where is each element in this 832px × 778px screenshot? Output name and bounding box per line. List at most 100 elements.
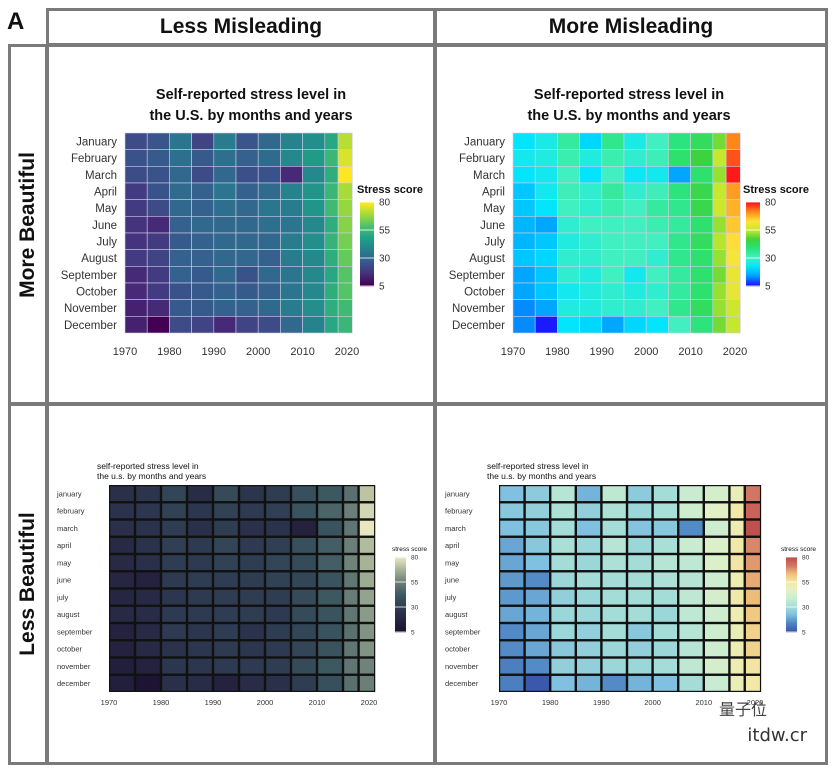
heatmap-cell <box>602 675 626 691</box>
heatmap-cell <box>257 132 281 150</box>
heatmap-cell <box>337 182 353 200</box>
heatmap-cell <box>577 503 601 519</box>
heatmap-cell <box>602 572 626 588</box>
legend-gradient-step <box>360 223 374 226</box>
heatmap-cell <box>292 675 316 691</box>
heatmap-cell <box>213 266 237 284</box>
heatmap-cell <box>679 572 703 588</box>
heatmap-cell <box>645 249 669 267</box>
heatmap-cell <box>500 658 524 674</box>
heatmap-cell <box>280 182 303 200</box>
legend-gradient-step <box>786 626 797 629</box>
heatmap-cell <box>653 606 677 622</box>
heatmap-cell <box>162 520 186 536</box>
heatmap-cell <box>124 199 148 217</box>
heatmap-cell <box>525 589 549 605</box>
legend-gradient-step <box>786 596 797 599</box>
heatmap-cell <box>337 249 353 267</box>
legend-gradient-step <box>786 600 797 603</box>
heatmap-cell <box>500 572 524 588</box>
heatmap-cell <box>214 572 238 588</box>
heatmap-cell <box>577 675 601 691</box>
heatmap-cell <box>214 606 238 622</box>
heatmap-cell <box>645 232 669 250</box>
heatmap-cell <box>705 606 729 622</box>
heatmap-cell <box>318 520 342 536</box>
heatmap-cell <box>623 249 647 267</box>
heatmap-cell <box>577 572 601 588</box>
heatmap-cell <box>240 624 264 640</box>
legend-gradient-step <box>360 220 374 224</box>
heatmap-cell <box>337 232 353 250</box>
heatmap-cell <box>344 486 358 502</box>
heatmap-cell <box>712 316 727 334</box>
heatmap-cell <box>136 503 160 519</box>
watermark-text-1: 量子位 <box>718 700 767 719</box>
row-label: november <box>445 662 479 671</box>
legend-gradient-step <box>395 617 406 620</box>
heatmap-cell <box>725 299 741 317</box>
legend-gradient-step <box>360 204 374 207</box>
row-label: January <box>464 136 505 148</box>
heatmap-cell <box>146 232 170 250</box>
heatmap-cell <box>266 486 290 502</box>
heatmap-cell <box>359 675 375 691</box>
heatmap-cell <box>601 266 625 284</box>
legend-gradient-step <box>746 216 760 220</box>
row-label: march <box>445 524 466 533</box>
heatmap-cell <box>512 132 536 150</box>
x-tick-label: 2020 <box>361 698 378 707</box>
heatmap-cell <box>679 589 703 605</box>
chart-title-line2: the u.s. by months and years <box>487 471 596 481</box>
legend-gradient-step <box>395 598 406 601</box>
legend-gradient-step <box>786 557 797 560</box>
heatmap-cell <box>690 282 714 300</box>
heatmap-cell <box>257 149 281 167</box>
heatmap-cell <box>601 232 625 250</box>
heatmap-cell <box>601 299 625 317</box>
heatmap-cell <box>712 182 727 200</box>
legend-gradient-step <box>746 239 760 243</box>
heatmap-cell <box>188 572 212 588</box>
legend-gradient-step <box>395 560 406 564</box>
heatmap-cell <box>266 572 290 588</box>
heatmap-cell <box>214 520 238 536</box>
legend-gradient-step <box>746 227 760 230</box>
heatmap-cell <box>162 555 186 571</box>
heatmap-cell <box>302 149 326 167</box>
x-tick-label: 1970 <box>501 346 525 358</box>
legend-gradient-step <box>360 267 374 270</box>
legend-gradient-step <box>786 628 797 631</box>
heatmap-cell <box>359 641 375 657</box>
x-tick-label: 1990 <box>590 346 614 358</box>
heatmap-cell <box>235 149 259 167</box>
heatmap-cell <box>730 520 744 536</box>
heatmap-cell <box>169 316 192 334</box>
heatmap-cell <box>512 266 536 284</box>
heatmap-cell <box>725 132 741 150</box>
legend-gradient-step <box>395 568 406 571</box>
row-label: February <box>71 153 117 165</box>
heatmap-cell <box>266 503 290 519</box>
heatmap-cell <box>653 641 677 657</box>
heatmap-cell <box>601 182 625 200</box>
row-label: April <box>482 186 505 198</box>
heatmap-cell <box>705 555 729 571</box>
heatmap-cell <box>191 216 215 234</box>
legend-gradient-step <box>395 575 406 579</box>
legend-gradient-step <box>360 244 374 247</box>
row-label: september <box>445 627 481 636</box>
legend-gradient-step <box>360 241 374 245</box>
heatmap-cell <box>653 589 677 605</box>
heatmap-cell <box>124 149 148 167</box>
legend-gradient-step <box>746 208 760 211</box>
watermark-text-2: itdw.cr <box>747 725 807 746</box>
col-header-less-misleading: Less Misleading <box>46 8 436 46</box>
heatmap-cell <box>188 658 212 674</box>
heatmap-cell <box>266 624 290 640</box>
heatmap-cell <box>213 232 237 250</box>
heatmap-cell <box>214 658 238 674</box>
heatmap-cell <box>240 486 264 502</box>
heatmap-cell <box>690 132 714 150</box>
heatmap-cell <box>136 675 160 691</box>
